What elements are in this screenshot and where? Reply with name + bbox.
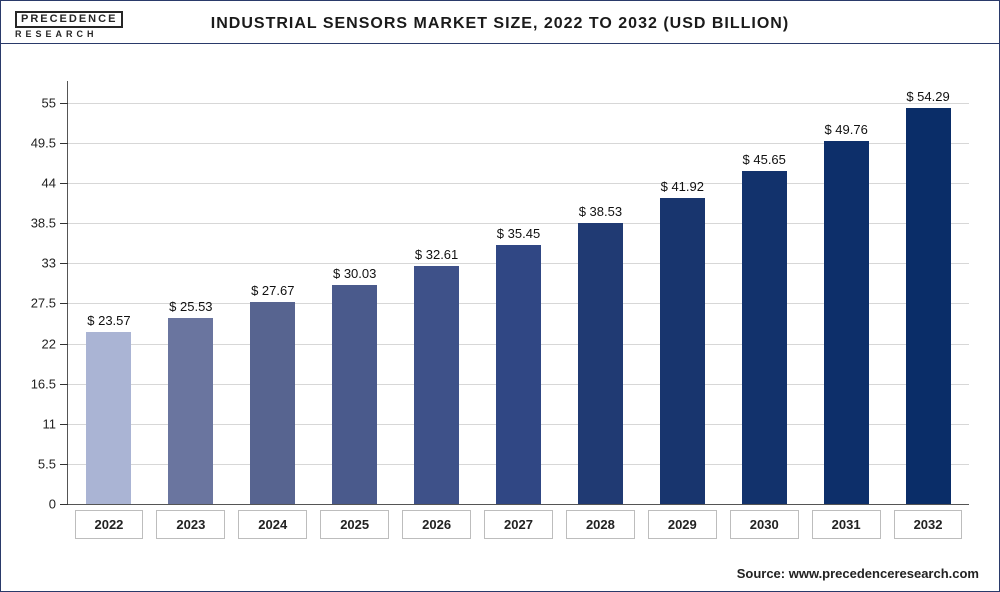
x-axis-label-2030: 2030 xyxy=(730,510,799,539)
x-axis-label-2023: 2023 xyxy=(156,510,225,539)
chart-zone: 0 5.5 11 16.5 22 27.5 33 38.5 44 49.5 55 $ 23.57 202… xyxy=(11,61,989,551)
y-axis-label: 44 xyxy=(42,176,56,191)
y-axis-label: 49.5 xyxy=(31,135,56,150)
y-tick xyxy=(60,103,68,104)
chart-frame: PRECEDENCE RESEARCH INDUSTRIAL SENSORS M… xyxy=(0,0,1000,592)
y-tick xyxy=(60,464,68,465)
y-axis-label: 22 xyxy=(42,336,56,351)
bar-2032: $ 54.29 xyxy=(906,108,951,504)
chart-title: INDUSTRIAL SENSORS MARKET SIZE, 2022 TO … xyxy=(211,15,789,32)
title-wrap: INDUSTRIAL SENSORS MARKET SIZE, 2022 TO … xyxy=(1,1,999,33)
y-axis-label: 38.5 xyxy=(31,216,56,231)
gridline xyxy=(68,103,969,104)
y-axis-label: 5.5 xyxy=(38,456,56,471)
y-tick xyxy=(60,263,68,264)
x-axis-label-2022: 2022 xyxy=(75,510,144,539)
y-axis-label: 16.5 xyxy=(31,376,56,391)
y-tick xyxy=(60,384,68,385)
bar-2023: $ 25.53 xyxy=(168,318,213,504)
logo-line2: RESEARCH xyxy=(15,29,123,39)
bar-2025: $ 30.03 xyxy=(332,285,377,504)
y-tick xyxy=(60,424,68,425)
x-axis-label-2028: 2028 xyxy=(566,510,635,539)
bar-value-label: $ 38.53 xyxy=(579,204,622,219)
bar-2029: $ 41.92 xyxy=(660,198,705,504)
y-axis-label: 0 xyxy=(49,497,56,512)
y-tick xyxy=(60,504,68,505)
bar-value-label: $ 45.65 xyxy=(743,152,786,167)
bar-2026: $ 32.61 xyxy=(414,266,459,504)
y-axis-label: 27.5 xyxy=(31,296,56,311)
y-axis-label: 11 xyxy=(43,416,57,431)
x-axis-label-2031: 2031 xyxy=(812,510,881,539)
y-tick xyxy=(60,183,68,184)
logo: PRECEDENCE RESEARCH xyxy=(15,9,123,39)
bar-value-label: $ 30.03 xyxy=(333,266,376,281)
y-tick xyxy=(60,344,68,345)
y-tick xyxy=(60,143,68,144)
bar-2022: $ 23.57 xyxy=(86,332,131,504)
x-axis-label-2032: 2032 xyxy=(894,510,963,539)
x-axis-label-2025: 2025 xyxy=(320,510,389,539)
source-text: Source: www.precedenceresearch.com xyxy=(737,566,979,581)
x-axis-label-2024: 2024 xyxy=(238,510,307,539)
y-axis-label: 33 xyxy=(42,256,56,271)
y-tick xyxy=(60,303,68,304)
bar-value-label: $ 35.45 xyxy=(497,226,540,241)
bar-value-label: $ 54.29 xyxy=(906,89,949,104)
bar-2031: $ 49.76 xyxy=(824,141,869,504)
header-divider xyxy=(1,43,999,44)
bar-value-label: $ 25.53 xyxy=(169,299,212,314)
bar-value-label: $ 32.61 xyxy=(415,247,458,262)
bar-value-label: $ 49.76 xyxy=(824,122,867,137)
bar-2028: $ 38.53 xyxy=(578,223,623,504)
bar-value-label: $ 23.57 xyxy=(87,313,130,328)
y-tick xyxy=(60,223,68,224)
bar-2027: $ 35.45 xyxy=(496,245,541,504)
bar-2030: $ 45.65 xyxy=(742,171,787,504)
x-axis-label-2027: 2027 xyxy=(484,510,553,539)
x-axis-label-2026: 2026 xyxy=(402,510,471,539)
bar-value-label: $ 27.67 xyxy=(251,283,294,298)
logo-line1: PRECEDENCE xyxy=(15,11,123,28)
plot-area: 05.51116.52227.53338.54449.555$ 23.57202… xyxy=(67,81,969,505)
bar-2024: $ 27.67 xyxy=(250,302,295,504)
x-axis-label-2029: 2029 xyxy=(648,510,717,539)
y-axis-label: 55 xyxy=(42,95,56,110)
bar-value-label: $ 41.92 xyxy=(661,179,704,194)
